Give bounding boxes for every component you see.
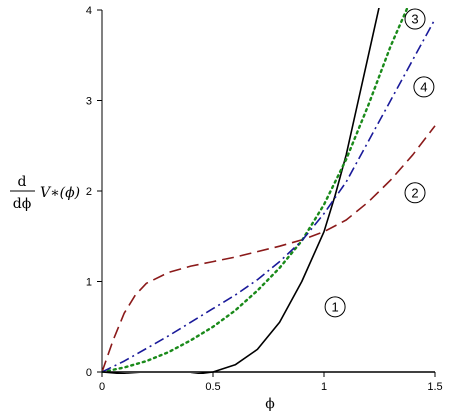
y-tick-label: 2 bbox=[86, 186, 92, 198]
curve-label-circle bbox=[324, 296, 346, 318]
series-line-4 bbox=[102, 18, 436, 373]
curve-labels: 1 2 3 4 bbox=[324, 8, 435, 318]
series-line-1 bbox=[102, 8, 380, 374]
y-axis-title: d dϕ V∗(ϕ) bbox=[10, 174, 80, 212]
curve-label-4: 4 bbox=[413, 76, 435, 98]
curve-label-text: 1 bbox=[331, 299, 338, 314]
y-tick-label: 4 bbox=[86, 5, 92, 17]
x-tick-label: 0 bbox=[99, 381, 105, 393]
y-axis-title-numerator: d bbox=[18, 174, 27, 190]
series-line-3 bbox=[102, 8, 409, 374]
curve-label-3: 3 bbox=[404, 8, 426, 30]
ticks: 0 0.5 1 1.5 0 1 2 3 4 bbox=[86, 5, 443, 393]
x-tick-label: 0.5 bbox=[205, 381, 220, 393]
y-tick-label: 3 bbox=[86, 96, 92, 108]
curve-label-2: 2 bbox=[404, 182, 426, 204]
y-tick-label: 0 bbox=[86, 367, 92, 379]
curve-label-circle bbox=[404, 182, 426, 204]
axes bbox=[101, 10, 435, 373]
curve-label-text: 2 bbox=[411, 185, 418, 200]
curve-label-circle bbox=[404, 8, 426, 30]
y-tick-label: 1 bbox=[86, 277, 92, 289]
x-tick-label: 1.5 bbox=[427, 381, 442, 393]
curve-label-1: 1 bbox=[324, 296, 346, 318]
curve-label-text: 3 bbox=[411, 12, 418, 27]
curve-label-text: 4 bbox=[420, 79, 427, 94]
x-tick-label: 1 bbox=[321, 381, 327, 393]
series-group bbox=[102, 8, 436, 374]
x-axis-title: ϕ bbox=[265, 396, 275, 412]
y-axis-title-expression: V∗(ϕ) bbox=[40, 185, 80, 201]
y-axis-title-denominator: dϕ bbox=[13, 196, 32, 212]
curve-label-circle bbox=[413, 76, 435, 98]
series-line-2 bbox=[102, 125, 436, 373]
